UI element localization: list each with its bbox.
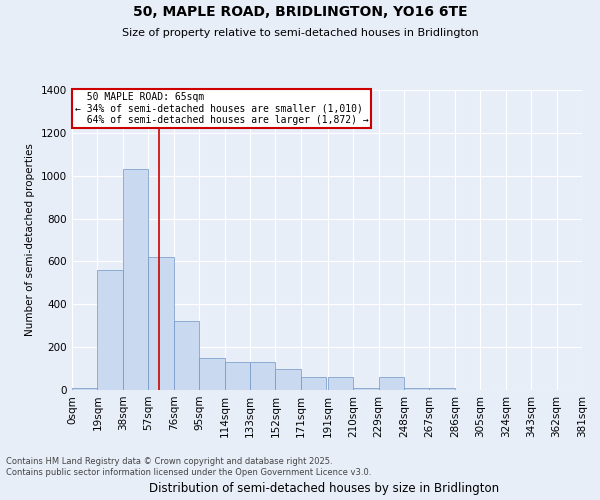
Bar: [174, 322, 199, 390]
Bar: [250, 362, 275, 390]
Bar: [379, 377, 404, 390]
Bar: [430, 388, 455, 390]
Bar: [328, 377, 353, 390]
Bar: [123, 170, 148, 390]
Bar: [353, 388, 379, 390]
Text: Contains HM Land Registry data © Crown copyright and database right 2025.
Contai: Contains HM Land Registry data © Crown c…: [6, 458, 371, 477]
Bar: [72, 388, 97, 390]
Bar: [199, 358, 224, 390]
Bar: [301, 377, 326, 390]
Text: 50, MAPLE ROAD, BRIDLINGTON, YO16 6TE: 50, MAPLE ROAD, BRIDLINGTON, YO16 6TE: [133, 5, 467, 19]
Text: Distribution of semi-detached houses by size in Bridlington: Distribution of semi-detached houses by …: [149, 482, 499, 495]
Bar: [275, 368, 301, 390]
Bar: [97, 270, 123, 390]
Y-axis label: Number of semi-detached properties: Number of semi-detached properties: [25, 144, 35, 336]
Bar: [404, 388, 430, 390]
Bar: [224, 362, 250, 390]
Bar: [148, 257, 174, 390]
Text: 50 MAPLE ROAD: 65sqm
← 34% of semi-detached houses are smaller (1,010)
  64% of : 50 MAPLE ROAD: 65sqm ← 34% of semi-detac…: [74, 92, 368, 126]
Text: Size of property relative to semi-detached houses in Bridlington: Size of property relative to semi-detach…: [122, 28, 478, 38]
